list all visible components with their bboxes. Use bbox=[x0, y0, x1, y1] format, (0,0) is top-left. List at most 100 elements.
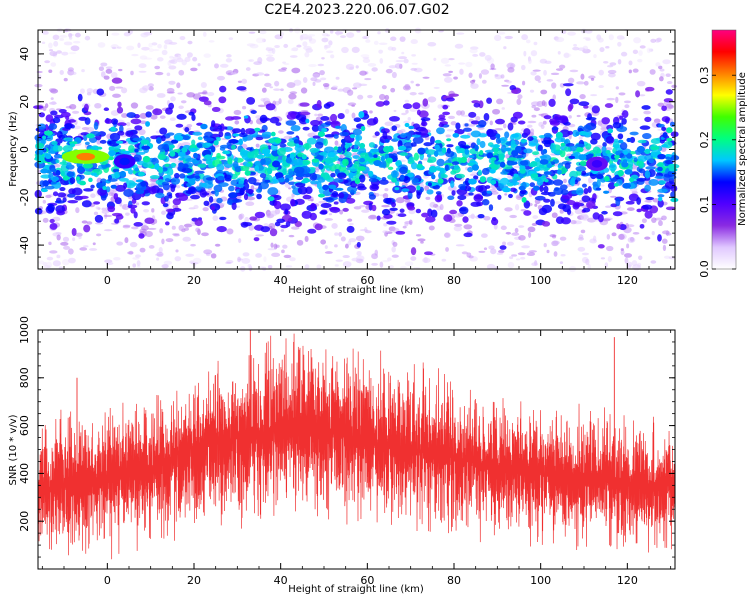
spectrogram-y-tick-label: -20 bbox=[18, 188, 31, 206]
heatmap-cell bbox=[470, 201, 481, 207]
heatmap-cell bbox=[246, 147, 253, 151]
heatmap-spot bbox=[86, 133, 95, 139]
heatmap-speckle bbox=[427, 41, 437, 47]
heatmap-cell bbox=[639, 223, 645, 229]
heatmap-speckle bbox=[113, 256, 121, 261]
heatmap-speckle bbox=[626, 207, 635, 211]
heatmap-cell bbox=[285, 120, 297, 126]
heatmap-speckle bbox=[456, 32, 465, 35]
heatmap-speckle bbox=[494, 128, 504, 131]
heatmap-cell bbox=[172, 198, 181, 206]
heatmap-speckle bbox=[517, 94, 523, 100]
heatmap-cell bbox=[144, 217, 155, 225]
heatmap-spot bbox=[519, 168, 526, 174]
heatmap-cell bbox=[539, 185, 544, 193]
heatmap-speckle bbox=[646, 47, 651, 54]
heatmap-speckle bbox=[103, 229, 113, 232]
heatmap-speckle bbox=[373, 40, 379, 46]
heatmap-speckle bbox=[404, 222, 409, 227]
heatmap-cell bbox=[123, 189, 134, 197]
heatmap-speckle bbox=[38, 74, 42, 80]
heatmap-cell bbox=[203, 200, 210, 206]
heatmap-speckle bbox=[454, 223, 463, 227]
heatmap-cell bbox=[163, 143, 169, 151]
heatmap-speckle bbox=[317, 63, 325, 67]
heatmap-cell bbox=[491, 218, 499, 226]
heatmap-spot bbox=[102, 186, 107, 191]
heatmap-cell bbox=[636, 177, 647, 182]
heatmap-cell bbox=[550, 198, 555, 207]
heatmap-speckle bbox=[63, 245, 70, 250]
heatmap-speckle bbox=[159, 228, 164, 234]
heatmap-speckle bbox=[48, 241, 52, 246]
heatmap-speckle bbox=[355, 235, 365, 242]
heatmap-spot bbox=[384, 138, 390, 143]
heatmap-cell bbox=[610, 177, 617, 183]
heatmap-speckle bbox=[362, 58, 371, 64]
heatmap-cell bbox=[442, 111, 451, 116]
heatmap-cell bbox=[601, 117, 610, 125]
heatmap-spot bbox=[110, 126, 117, 132]
heatmap-speckle bbox=[489, 120, 493, 126]
heatmap-cell bbox=[288, 168, 294, 177]
heatmap-cell bbox=[445, 97, 455, 102]
heatmap-speckle bbox=[94, 222, 104, 225]
heatmap-speckle bbox=[282, 244, 288, 249]
heatmap-spot bbox=[452, 133, 460, 138]
heatmap-speckle bbox=[422, 257, 431, 263]
heatmap-cell bbox=[419, 127, 429, 136]
heatmap-cell bbox=[470, 130, 481, 138]
heatmap-speckle bbox=[606, 97, 616, 101]
heatmap-cell bbox=[288, 181, 296, 185]
heatmap-spot bbox=[217, 175, 225, 181]
heatmap-speckle bbox=[143, 57, 153, 60]
heatmap-cell bbox=[94, 214, 104, 223]
heatmap-spot bbox=[267, 196, 275, 202]
heatmap-spot bbox=[587, 153, 594, 158]
heatmap-cell bbox=[376, 215, 381, 221]
heatmap-spot bbox=[142, 155, 151, 163]
heatmap-cell bbox=[293, 158, 305, 166]
heatmap-speckle bbox=[557, 50, 561, 55]
heatmap-cell bbox=[590, 132, 601, 141]
heatmap-cell bbox=[477, 214, 485, 219]
heatmap-spot bbox=[568, 155, 576, 159]
heatmap-speckle bbox=[559, 261, 564, 265]
heatmap-speckle bbox=[632, 117, 639, 121]
heatmap-speckle bbox=[225, 261, 232, 264]
heatmap-speckle bbox=[460, 114, 470, 117]
heatmap-speckle bbox=[171, 225, 176, 230]
heatmap-spot bbox=[232, 133, 240, 137]
heatmap-speckle bbox=[161, 49, 168, 56]
colorbar-tick-label: 0.3 bbox=[698, 66, 711, 84]
heatmap-cell bbox=[481, 167, 490, 176]
heatmap-cell bbox=[125, 130, 134, 138]
heatmap-spot bbox=[666, 137, 673, 142]
heatmap-spot bbox=[468, 155, 475, 159]
heatmap-speckle bbox=[247, 264, 252, 268]
heatmap-speckle bbox=[274, 44, 280, 49]
heatmap-speckle bbox=[208, 40, 215, 43]
heatmap-speckle bbox=[563, 52, 570, 59]
heatmap-speckle bbox=[607, 69, 617, 74]
heatmap-cell bbox=[166, 132, 175, 136]
heatmap-speckle bbox=[38, 260, 45, 265]
heatmap-cell bbox=[583, 187, 589, 195]
heatmap-cell bbox=[657, 123, 665, 128]
heatmap-speckle bbox=[48, 69, 53, 73]
heatmap-speckle bbox=[643, 110, 651, 115]
heatmap-speckle bbox=[415, 234, 422, 237]
heatmap-speckle bbox=[172, 233, 180, 236]
heatmap-speckle bbox=[238, 238, 242, 244]
heatmap-speckle bbox=[80, 88, 85, 94]
heatmap-speckle bbox=[264, 82, 272, 88]
heatmap-speckle bbox=[382, 230, 389, 234]
heatmap-speckle bbox=[414, 27, 422, 34]
heatmap-cell bbox=[247, 177, 257, 185]
heatmap-speckle bbox=[569, 69, 579, 73]
heatmap-cell bbox=[388, 116, 400, 122]
heatmap-cell bbox=[342, 207, 349, 212]
heatmap-cell bbox=[310, 180, 319, 185]
heatmap-speckle bbox=[121, 87, 128, 94]
heatmap-speckle bbox=[56, 50, 62, 54]
